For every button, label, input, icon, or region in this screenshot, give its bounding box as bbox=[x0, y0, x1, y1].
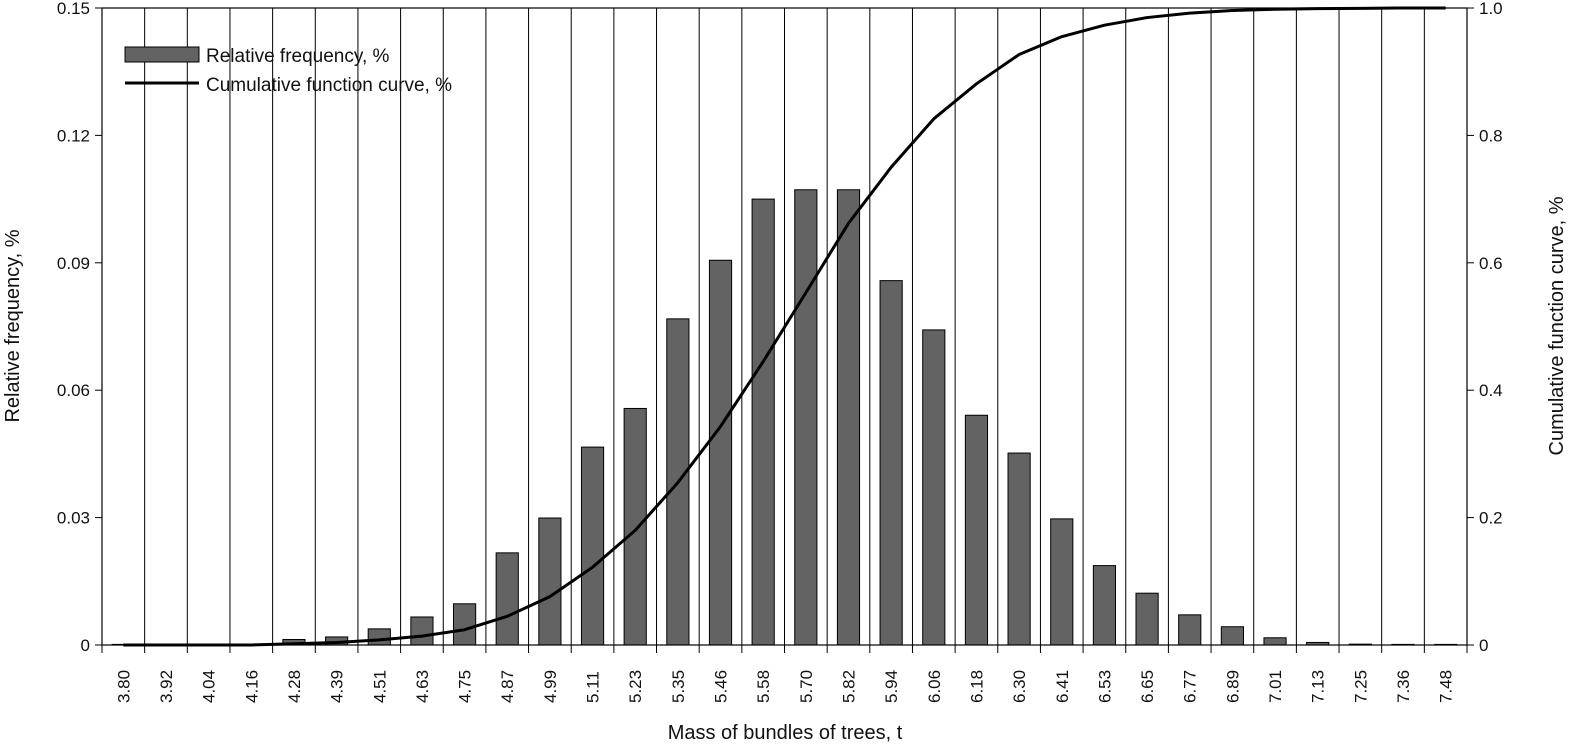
bar bbox=[580, 446, 605, 646]
y-tick-label-left: 0.15 bbox=[57, 0, 90, 18]
y-tick-label-right: 0.8 bbox=[1479, 126, 1503, 145]
bar bbox=[538, 517, 562, 646]
y-tick-label-right: 0 bbox=[1479, 636, 1488, 655]
bar bbox=[367, 628, 391, 646]
bar bbox=[1007, 452, 1031, 646]
x-tick-label: 4.16 bbox=[242, 670, 261, 703]
y-tick-label-right: 1.0 bbox=[1479, 0, 1503, 18]
y-tick-label-right: 0.4 bbox=[1479, 381, 1503, 400]
bar bbox=[452, 603, 477, 646]
y-tick-label-left: 0.03 bbox=[57, 509, 90, 528]
bar bbox=[1135, 592, 1159, 646]
bar bbox=[1220, 626, 1244, 646]
x-tick-label: 6.53 bbox=[1095, 670, 1114, 703]
bar bbox=[922, 329, 946, 646]
bar-layer bbox=[111, 189, 1458, 646]
x-tick-label: 7.36 bbox=[1394, 670, 1413, 703]
y-tick-label-left: 0.12 bbox=[57, 126, 90, 145]
bar bbox=[708, 259, 733, 646]
legend-label-bars: Relative frequency, % bbox=[206, 46, 390, 67]
bar bbox=[794, 189, 818, 646]
x-tick-label: 6.30 bbox=[1010, 670, 1029, 703]
x-tick-label: 4.99 bbox=[541, 670, 560, 703]
bar bbox=[1050, 518, 1074, 646]
y-tick-label-left: 0.06 bbox=[57, 381, 90, 400]
x-tick-label: 7.48 bbox=[1437, 670, 1456, 703]
x-tick-label: 5.70 bbox=[797, 670, 816, 703]
line-layer bbox=[123, 6, 1446, 647]
legend: Relative frequency, % Cumulative functio… bbox=[124, 46, 452, 96]
x-tick-label: 5.46 bbox=[712, 670, 731, 703]
x-tick-label: 4.04 bbox=[200, 670, 219, 703]
bar bbox=[1263, 637, 1287, 646]
bar bbox=[623, 407, 647, 646]
x-tick-label: 5.82 bbox=[839, 670, 858, 703]
x-tick-label: 7.13 bbox=[1309, 670, 1328, 703]
bar bbox=[495, 552, 519, 646]
y-tick-label-left: 0 bbox=[81, 636, 90, 655]
x-tick-label: 4.75 bbox=[456, 670, 475, 703]
y-axis-title-right: Cumulative function curve, % bbox=[1546, 196, 1568, 455]
x-tick-label: 5.11 bbox=[584, 671, 603, 703]
x-tick-label: 6.89 bbox=[1223, 670, 1242, 703]
x-tick-label: 6.06 bbox=[925, 670, 944, 703]
x-tick-label: 3.80 bbox=[114, 670, 133, 703]
x-tick-label: 5.58 bbox=[754, 670, 773, 703]
x-tick-label: 4.28 bbox=[285, 670, 304, 703]
x-tick-label: 4.63 bbox=[413, 670, 432, 703]
x-tick-label: 3.92 bbox=[157, 670, 176, 703]
x-tick-label: 5.35 bbox=[669, 670, 688, 703]
x-axis-title: Mass of bundles of trees, t bbox=[668, 722, 903, 744]
x-tick-label: 7.01 bbox=[1266, 670, 1285, 703]
x-tick-label: 6.41 bbox=[1053, 670, 1072, 703]
x-tick-label: 6.65 bbox=[1138, 670, 1157, 703]
axis-layer: 0 0.03 0.06 0.09 0.12 0.15 0 0.2 0.4 0.6 0.8 1.0 3.8… bbox=[57, 0, 1503, 703]
x-tick-label: 4.51 bbox=[370, 670, 389, 703]
x-tick-label: 4.87 bbox=[498, 670, 517, 703]
cumulative-line bbox=[123, 6, 1446, 647]
x-tick-label: 6.18 bbox=[967, 670, 986, 703]
grid-layer bbox=[144, 8, 1425, 645]
x-tick-label: 6.77 bbox=[1181, 670, 1200, 703]
bar bbox=[1178, 614, 1202, 646]
y-tick-label-right: 0.2 bbox=[1479, 509, 1503, 528]
bar bbox=[964, 414, 989, 646]
bar bbox=[836, 189, 861, 646]
x-tick-label: 5.23 bbox=[626, 670, 645, 703]
bar bbox=[410, 616, 434, 646]
bar bbox=[751, 198, 775, 646]
bar bbox=[879, 280, 903, 646]
legend-bar-swatch bbox=[124, 46, 200, 63]
y-tick-label-left: 0.09 bbox=[57, 254, 90, 273]
y-tick-label-right: 0.6 bbox=[1479, 254, 1503, 273]
y-axis-title-left: Relative frequency, % bbox=[2, 229, 24, 422]
x-tick-label: 7.25 bbox=[1351, 670, 1370, 703]
x-tick-label: 4.39 bbox=[328, 670, 347, 703]
bar bbox=[1092, 565, 1117, 646]
legend-label-line: Cumulative function curve, % bbox=[206, 75, 452, 96]
x-tick-label: 5.94 bbox=[882, 670, 901, 703]
